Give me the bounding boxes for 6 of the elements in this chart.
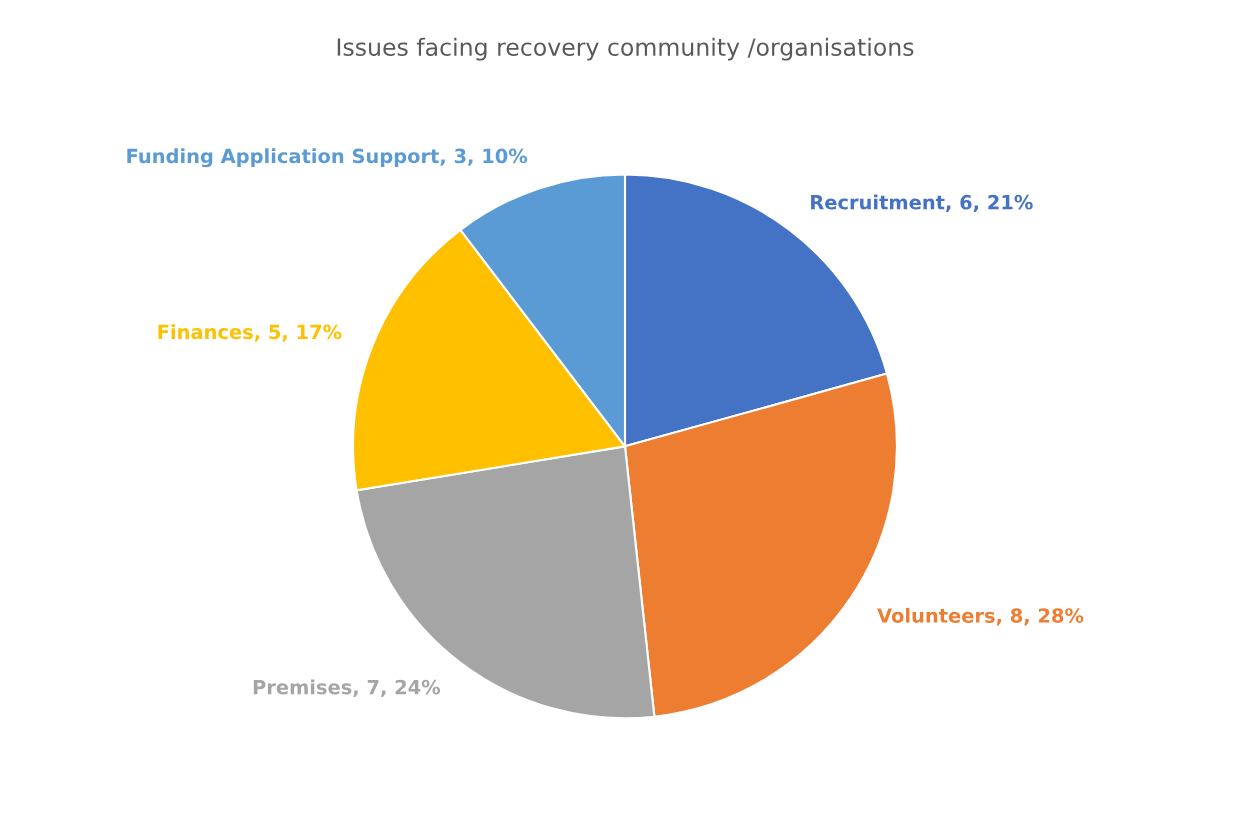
slice-label: Finances, 5, 17%	[158, 324, 342, 342]
slice-label: Volunteers, 8, 28%	[877, 607, 1084, 626]
slice-label: Funding Application Support, 3, 10%	[127, 148, 528, 168]
slice-label: Premises, 7, 24%	[253, 679, 441, 697]
chart-title: Issues facing recovery community /organisations	[337, 37, 914, 61]
slice-label: Recruitment, 6, 21%	[811, 194, 1033, 213]
